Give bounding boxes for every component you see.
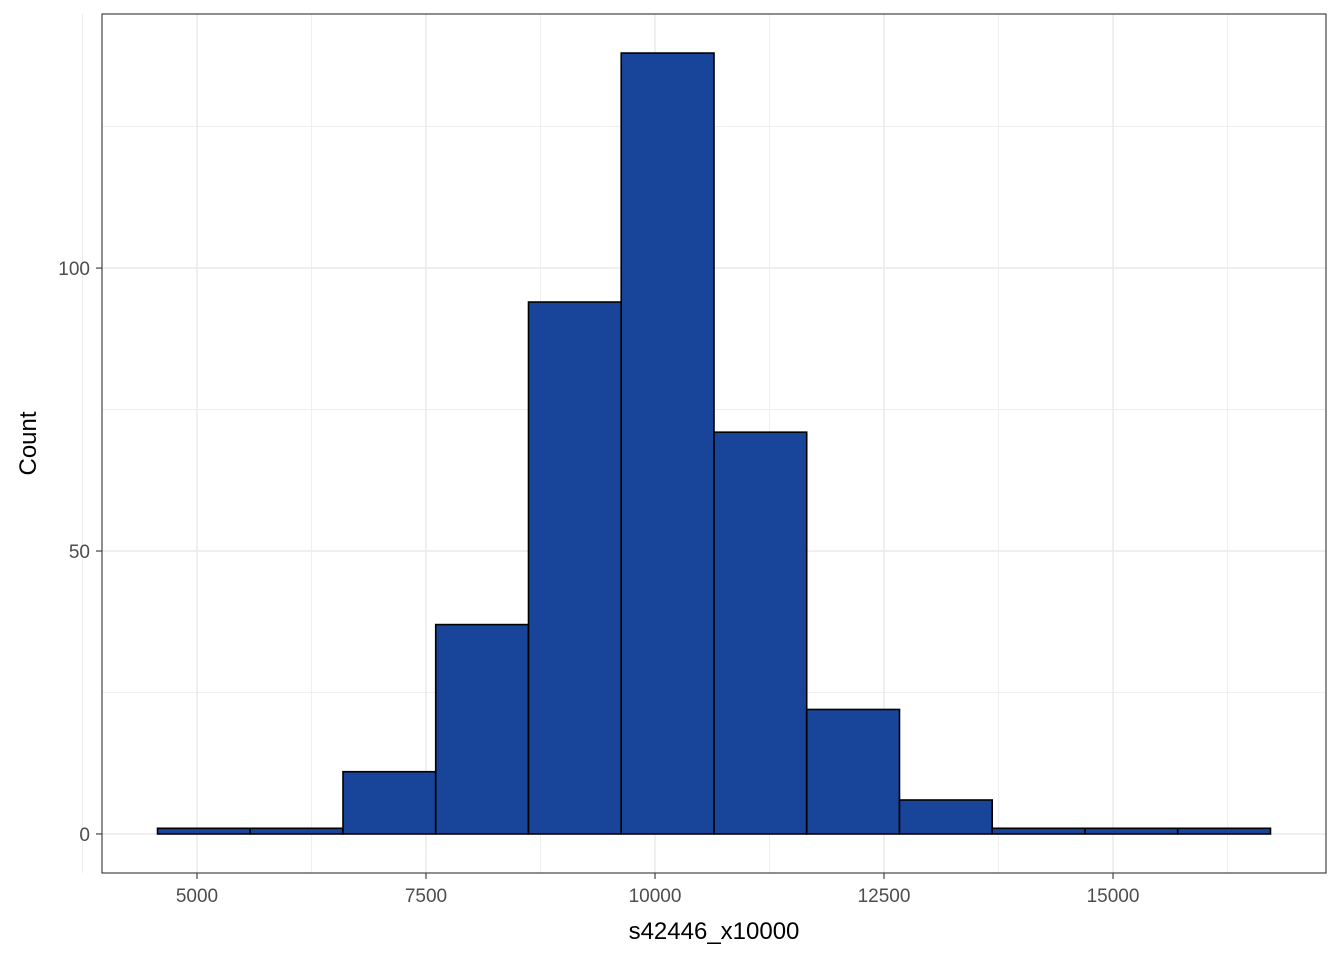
histogram-bar <box>434 623 530 835</box>
histogram-bar <box>249 827 344 835</box>
histogram-bar <box>805 708 901 835</box>
histogram-bar <box>991 827 1086 835</box>
y-axis: 0 50 100 <box>58 259 102 846</box>
histogram-bar <box>1176 827 1272 835</box>
y-tick-label: 50 <box>69 542 90 563</box>
x-tick-label: 15000 <box>1087 886 1140 907</box>
x-axis-title: s42446_x10000 <box>629 918 800 945</box>
histogram-bar <box>342 770 437 835</box>
y-tick-label: 0 <box>79 825 90 846</box>
histogram-bar <box>620 52 715 835</box>
y-axis-title: Count <box>15 411 42 475</box>
histogram-bars <box>156 52 1272 835</box>
histogram-bar <box>1084 827 1179 835</box>
histogram-bar <box>156 827 252 835</box>
x-tick-label: 12500 <box>858 886 911 907</box>
histogram-bar <box>898 799 993 835</box>
histogram-bar <box>527 301 623 835</box>
panel-border <box>101 13 1327 874</box>
x-axis: 5000 7500 10000 12500 15000 <box>176 873 1140 907</box>
histogram-bar <box>713 431 808 835</box>
x-tick-label: 7500 <box>405 886 447 907</box>
y-tick-label: 100 <box>58 259 90 280</box>
x-tick-label: 5000 <box>176 886 218 907</box>
x-tick-label: 10000 <box>629 886 682 907</box>
